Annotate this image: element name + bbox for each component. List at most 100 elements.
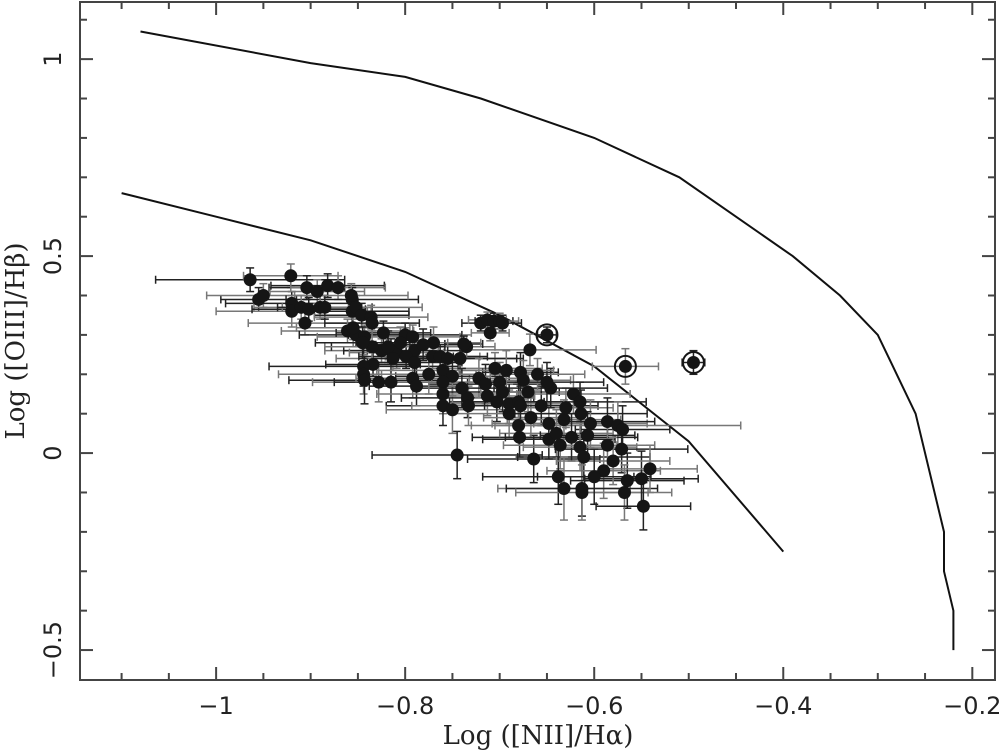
highlight-ring xyxy=(613,354,637,378)
data-point xyxy=(372,375,386,389)
data-point xyxy=(616,422,630,436)
data-point xyxy=(408,355,422,369)
data-point xyxy=(606,454,620,468)
data-point xyxy=(393,336,407,350)
data-point xyxy=(376,326,390,340)
data-point xyxy=(496,385,510,399)
y-tick-label: −0.5 xyxy=(39,621,67,679)
data-point xyxy=(581,428,595,442)
data-point xyxy=(577,450,591,464)
data-point xyxy=(636,499,650,513)
data-point xyxy=(318,300,332,314)
x-tick-labels: −1 −0.8 −0.6 −0.4 −0.2 xyxy=(198,692,1001,720)
data-point xyxy=(453,352,467,366)
highlight-ring xyxy=(535,323,559,347)
data-point xyxy=(553,438,567,452)
data-point xyxy=(502,407,516,421)
data-point xyxy=(427,336,441,350)
data-point xyxy=(540,375,554,389)
data-point xyxy=(331,281,345,295)
data-point xyxy=(445,369,459,383)
lower-demarcation-curve xyxy=(121,192,785,553)
data-point xyxy=(521,385,535,399)
data-point xyxy=(600,415,614,429)
y-tick-label: 0 xyxy=(39,445,67,460)
data-point xyxy=(310,285,324,299)
data-point xyxy=(384,375,398,389)
x-tick-label: −0.6 xyxy=(565,692,623,720)
data-point xyxy=(346,321,360,335)
data-point xyxy=(344,288,358,302)
data-point xyxy=(524,411,538,425)
data-point xyxy=(450,448,464,462)
data-point xyxy=(298,316,312,330)
x-axis-label: Log ([NII]/Hα) xyxy=(443,721,634,751)
data-point xyxy=(551,470,565,484)
data-point xyxy=(490,395,504,409)
data-point xyxy=(587,470,601,484)
data-point xyxy=(513,430,527,444)
data-point xyxy=(574,407,588,421)
data-point xyxy=(406,330,420,344)
data-point xyxy=(513,399,527,413)
axis-ticks xyxy=(80,2,995,680)
data-point xyxy=(559,401,573,415)
data-point xyxy=(455,381,469,395)
data-point xyxy=(531,367,544,381)
data-point xyxy=(600,438,614,452)
highlight-ring xyxy=(681,350,705,374)
x-tick-label: −0.2 xyxy=(943,692,1001,720)
data-points xyxy=(243,269,705,513)
data-point xyxy=(557,413,571,427)
data-point xyxy=(436,363,450,377)
x-tick-label: −1 xyxy=(198,692,233,720)
data-point xyxy=(512,419,526,433)
data-point xyxy=(300,281,314,295)
data-point xyxy=(523,343,537,357)
circled-data-point xyxy=(618,359,632,373)
circled-data-point xyxy=(540,328,554,342)
data-point xyxy=(457,337,471,351)
data-point xyxy=(534,399,548,413)
y-tick-label: 0.5 xyxy=(39,237,67,275)
data-point xyxy=(386,352,400,366)
data-point xyxy=(493,375,507,389)
data-point xyxy=(516,373,530,387)
data-point xyxy=(643,462,657,476)
data-point xyxy=(617,485,631,499)
upper-demarcation-curve xyxy=(140,30,955,651)
data-point xyxy=(557,482,571,496)
data-point xyxy=(381,340,395,354)
data-point xyxy=(356,336,370,350)
data-point xyxy=(549,426,563,440)
y-tick-label: 1 xyxy=(39,51,67,66)
data-point xyxy=(483,326,497,340)
circled-data-point xyxy=(686,355,700,369)
data-point xyxy=(284,269,298,283)
data-point xyxy=(441,352,455,366)
data-point xyxy=(436,387,450,401)
x-tick-label: −0.4 xyxy=(754,692,812,720)
data-point xyxy=(445,403,459,417)
plot-frame xyxy=(79,1,996,681)
data-point xyxy=(573,395,587,409)
data-point xyxy=(583,417,597,431)
data-point xyxy=(634,472,648,486)
data-point xyxy=(358,373,372,387)
data-point xyxy=(416,338,430,352)
data-point xyxy=(499,363,513,377)
data-point xyxy=(480,389,494,403)
data-point xyxy=(573,440,587,454)
data-point xyxy=(565,430,579,444)
data-point xyxy=(256,288,270,302)
demarcation-curves xyxy=(121,30,955,651)
data-point xyxy=(422,367,436,381)
y-tick-labels: −0.5 0 0.5 1 xyxy=(39,51,67,679)
data-point xyxy=(461,399,475,413)
data-point xyxy=(615,442,629,456)
data-point xyxy=(321,279,335,293)
data-point xyxy=(575,485,589,499)
data-point xyxy=(488,361,502,375)
x-tick-label: −0.8 xyxy=(376,692,434,720)
